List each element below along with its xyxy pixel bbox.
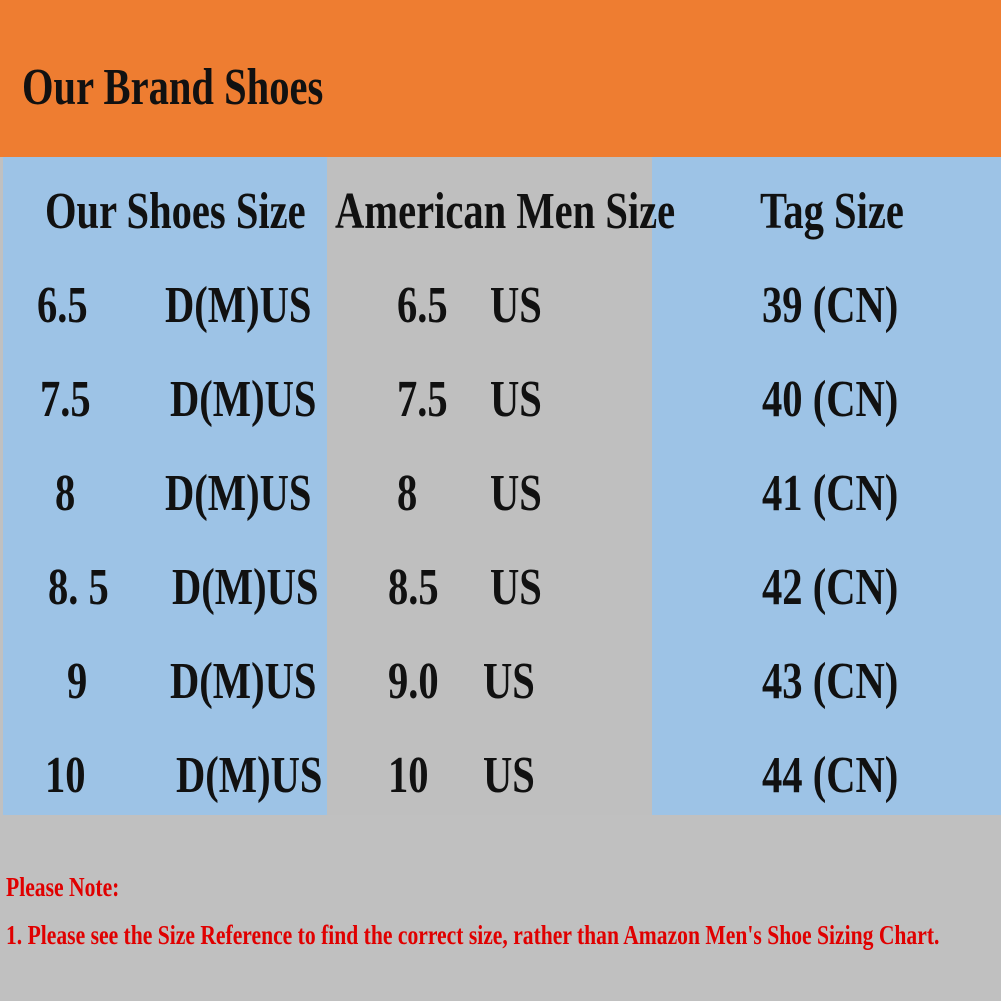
us-size-number: 10 [388, 747, 429, 804]
our-size-unit: D(M)US [176, 747, 323, 804]
us-size-number: 6.5 [397, 277, 448, 334]
us-size-unit: US [483, 747, 535, 804]
us-size-unit: US [490, 277, 542, 334]
tag-size: 43 (CN) [762, 653, 899, 710]
tag-size: 40 (CN) [762, 371, 899, 428]
tag-size: 44 (CN) [762, 747, 899, 804]
header-banner: Our Brand Shoes [0, 0, 1001, 157]
our-size-number: 6.5 [37, 277, 88, 334]
us-size-number: 9.0 [388, 653, 439, 710]
tag-size: 41 (CN) [762, 465, 899, 522]
our-size-number: 8 [55, 465, 76, 522]
our-size-unit: D(M)US [170, 653, 317, 710]
our-size-number: 8. 5 [48, 559, 109, 616]
us-size-unit: US [490, 559, 542, 616]
note-heading: Please Note: [6, 872, 120, 902]
column-tag-size [652, 157, 1001, 815]
us-size-unit: US [490, 371, 542, 428]
column-header-tag-size: Tag Size [760, 183, 904, 240]
our-size-number: 10 [45, 747, 86, 804]
column-header-american-size: American Men Size [335, 183, 676, 240]
us-size-number: 8 [397, 465, 418, 522]
column-our-shoes-size [3, 157, 327, 815]
us-size-unit: US [483, 653, 535, 710]
column-header-our-size: Our Shoes Size [45, 183, 306, 240]
us-size-unit: US [490, 465, 542, 522]
tag-size: 39 (CN) [762, 277, 899, 334]
page-title: Our Brand Shoes [22, 59, 324, 116]
note-line-1: 1. Please see the Size Reference to find… [6, 920, 940, 950]
column-american-men-size [327, 157, 652, 815]
our-size-unit: D(M)US [170, 371, 317, 428]
our-size-number: 9 [67, 653, 88, 710]
us-size-number: 7.5 [397, 371, 448, 428]
our-size-unit: D(M)US [172, 559, 319, 616]
our-size-number: 7.5 [40, 371, 91, 428]
our-size-unit: D(M)US [165, 465, 312, 522]
our-size-unit: D(M)US [165, 277, 312, 334]
tag-size: 42 (CN) [762, 559, 899, 616]
us-size-number: 8.5 [388, 559, 439, 616]
